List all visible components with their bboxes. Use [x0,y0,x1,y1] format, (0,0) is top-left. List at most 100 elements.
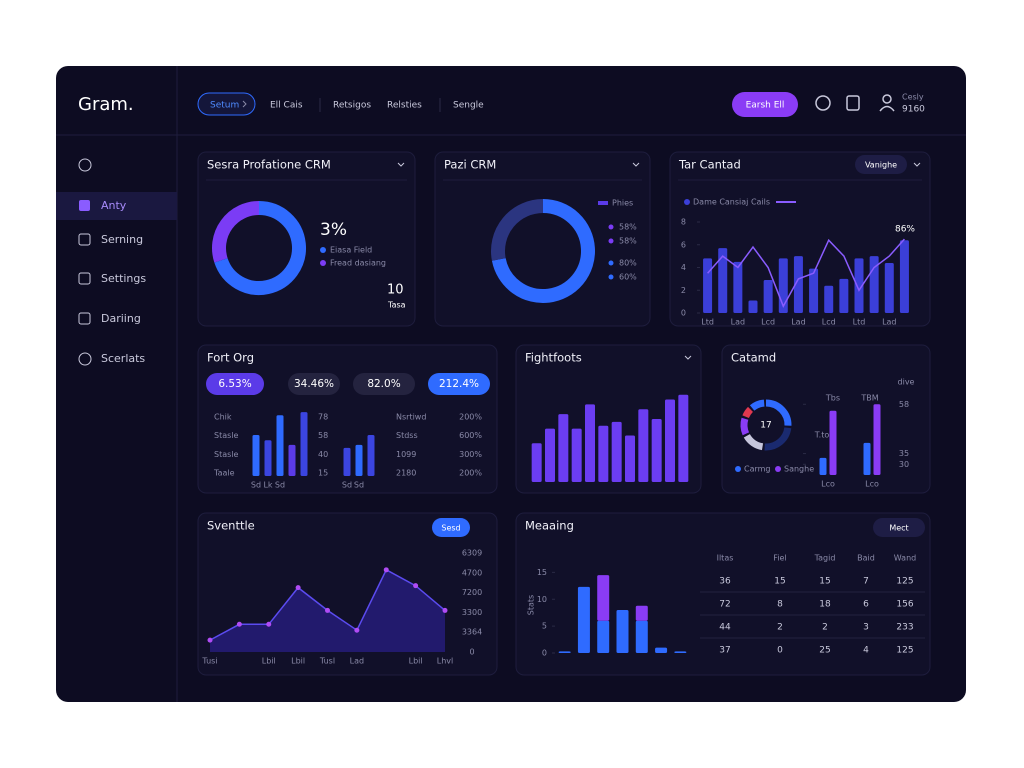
nav-item[interactable]: Relsties [387,101,422,111]
x-tick-label: Lad [882,318,896,327]
chevron[interactable] [397,162,405,167]
donut-segment [491,199,544,261]
bar [718,248,728,313]
side-icon[interactable] [78,158,92,172]
bar [809,268,819,313]
nav-active[interactable]: Setum [210,101,239,111]
x-tick-label: Lco [821,480,835,489]
row-value: 58 [318,431,328,440]
user-name: Cesly [902,93,924,102]
donut-segment [214,201,306,295]
x-tick-label: Lcd [761,318,775,327]
x-tick-label: Lad [791,318,805,327]
x-tick-label: Lcd [822,318,836,327]
action-button-label[interactable]: Earsh Ell [746,101,785,111]
point [266,621,272,627]
action-button[interactable] [732,92,798,117]
bar [558,651,571,653]
nav-item[interactable]: Sengle [453,101,484,111]
nav-item[interactable]: Ell Cais [270,101,303,111]
legend-title: Phies [612,199,633,208]
bar [819,457,827,475]
chevron[interactable] [632,162,640,167]
kpi-pill [353,373,415,395]
bar [585,404,595,482]
table-cell: 125 [896,646,913,656]
x-tick-label: Sd [342,481,352,490]
y-axis-label: 4700 [462,568,482,577]
bar [577,586,590,653]
side-item[interactable]: Scerlats [101,352,145,365]
table-cell: 25 [819,646,830,656]
bar [763,280,773,313]
legend-label: 58% [619,223,637,232]
point [354,627,360,633]
kpi-pill [206,373,264,395]
y-tick-label: 8 [681,218,686,227]
table-header: Tagid [814,554,836,563]
side-item[interactable]: Anty [101,199,127,212]
user-id: 9160 [902,105,925,115]
bar [264,440,272,476]
nav-item[interactable]: Retsigos [333,101,371,111]
control[interactable] [855,155,907,174]
panel [434,151,651,327]
row-label: Stdss [396,431,418,440]
line [707,238,905,308]
side-item[interactable]: Dariing [101,312,141,325]
legend-label: Eiasa Field [330,246,372,255]
side-icon [78,352,92,366]
user-icon[interactable] [882,94,892,104]
panel-title: Fightfoots [525,351,582,365]
y-tick-label: 15 [537,568,547,577]
y-tick-label: 30 [899,460,909,469]
y-axis-label: 0 [469,648,474,657]
chevron[interactable] [684,355,692,360]
y-tick-label: 58 [899,400,909,409]
legend-dot [608,274,614,280]
annotation: Tasa [387,301,406,310]
nav-pill[interactable] [197,92,256,116]
x-tick-label: Lbil [262,657,276,666]
side-icon [78,233,91,246]
bar [611,421,622,482]
bar [288,444,296,476]
annotation: 10 [387,283,404,298]
control[interactable] [432,518,470,537]
x-tick-label: Sd [251,481,261,490]
x-tick-label: Ltd [701,318,714,327]
point [295,585,301,591]
side-item[interactable]: Serning [101,233,143,246]
legend-label: 58% [619,237,637,246]
bar [545,428,555,482]
bar [252,434,260,476]
bar [571,428,582,482]
panel [197,151,416,327]
legend-swatch [598,201,608,205]
row-label: 1099 [396,450,416,459]
row-label: Stasle [214,450,239,459]
bar-label: TBM [860,394,878,403]
bar [616,610,629,653]
icon[interactable] [815,95,831,111]
point [236,621,242,627]
y-tick-label: 0 [681,309,686,318]
control-label: Mect [889,524,908,533]
table-header: Wand [894,554,916,563]
x-tick-label: Ltd [853,318,866,327]
x-tick-label: Lhvl [437,657,453,666]
table-header: Fiel [773,554,786,563]
side-item[interactable]: Settings [101,272,146,285]
control-label: Vanighe [865,161,897,170]
row-value: 600% [459,431,482,440]
control[interactable] [873,518,925,537]
icon[interactable] [846,95,860,111]
y-tick-label: 2 [681,286,686,295]
point [207,637,213,643]
table-cell: 0 [777,646,783,656]
x-tick-label: Lk [263,481,272,490]
chevron[interactable] [913,162,921,167]
kpi-value: 34.46% [294,378,334,390]
row-label: 2180 [396,469,416,478]
bar [597,620,610,653]
